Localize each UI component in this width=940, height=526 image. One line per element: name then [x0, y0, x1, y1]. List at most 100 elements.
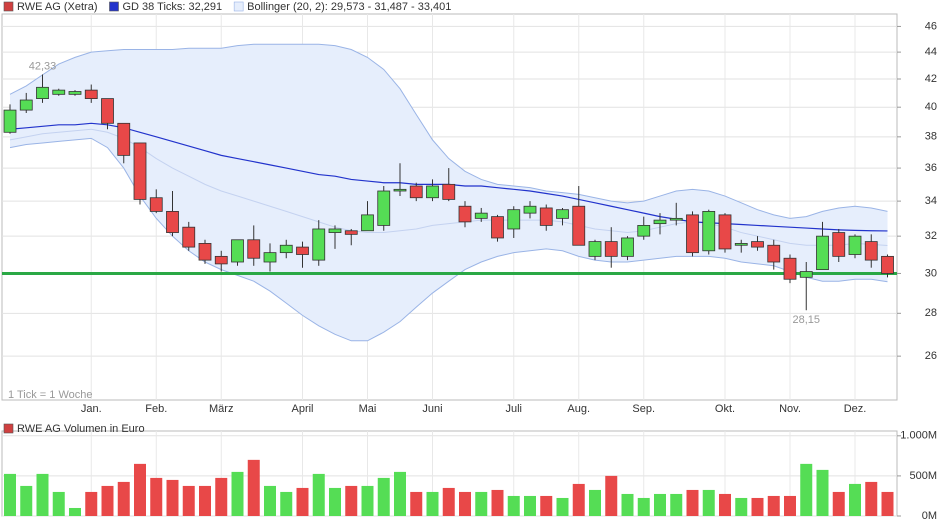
legend-label: Bollinger (20, 2): 29,573 - 31,487 - 33,… [247, 1, 451, 13]
volume-bar [865, 481, 878, 516]
y-tick-label: 34 [925, 195, 937, 207]
legend-swatch [3, 423, 14, 434]
volume-bar [767, 495, 780, 516]
y-tick-label: 500M [909, 470, 937, 482]
x-tick-label: Mai [359, 403, 377, 415]
candle-body [734, 243, 748, 246]
volume-bar [702, 489, 715, 516]
candle-body [101, 98, 114, 124]
y-tick-label: 42 [925, 73, 937, 85]
candle-body [816, 235, 829, 271]
candle-body [296, 246, 309, 255]
candle-body [361, 214, 374, 232]
volume-bar [556, 497, 569, 516]
candle-body [718, 214, 732, 250]
candle-body [621, 237, 634, 257]
candle-body [84, 89, 98, 99]
x-tick-label: Okt. [715, 403, 735, 415]
volume-bar [605, 475, 618, 516]
volume-bar [150, 477, 163, 516]
x-tick-label: März [209, 403, 233, 415]
volume-bar [345, 485, 358, 516]
candle-body [3, 109, 17, 133]
x-tick-label: Feb. [145, 403, 167, 415]
volume-bar [735, 497, 748, 516]
volume-bar [134, 463, 146, 516]
y-tick-label: 44 [925, 46, 937, 58]
candle-body [588, 241, 602, 257]
candle-body [36, 86, 49, 99]
volume-bar [361, 485, 374, 516]
candle-body [442, 183, 456, 200]
candle-body [669, 217, 683, 221]
candle-body [166, 211, 179, 233]
volume-bar [199, 485, 211, 516]
candle-body [312, 228, 326, 261]
y-tick-label: 46 [925, 20, 937, 32]
volume-bar [589, 489, 601, 516]
candle-body [377, 190, 391, 226]
candle-body [117, 122, 131, 156]
x-tick-label: Jan. [81, 403, 102, 415]
candle-body [68, 91, 82, 95]
volume-bar [377, 477, 390, 516]
y-tick-label: 1.000M [900, 430, 937, 442]
y-tick-label: 28 [925, 307, 937, 319]
volume-bar [182, 485, 195, 516]
bollinger-upper [9, 43, 888, 219]
candle-body [848, 235, 862, 255]
legend-label: GD 38 Ticks: 32,291 [122, 1, 222, 13]
x-tick-label: April [291, 403, 313, 415]
candle-body [539, 207, 553, 226]
volume-bar [280, 491, 293, 516]
x-tick-label: Juli [505, 403, 522, 415]
volume-bar [166, 479, 179, 516]
y-tick-label: 32 [925, 230, 937, 242]
y-tick-label: 38 [925, 131, 937, 143]
candle-body [149, 197, 163, 212]
candle-body [344, 230, 358, 235]
volume-bar [832, 491, 845, 516]
volume-bar [816, 469, 829, 516]
y-tick-label: 0M [922, 510, 937, 522]
legend-swatch [3, 1, 14, 12]
candle-body [409, 185, 423, 199]
volume-bar [20, 485, 33, 516]
bollinger-middle [9, 128, 888, 246]
candle-body [182, 226, 196, 248]
volume-bar [784, 495, 796, 516]
volume-bar [215, 477, 228, 516]
candle-body [133, 142, 147, 200]
y-tick-label: 26 [925, 350, 937, 362]
volume-bar [475, 491, 488, 516]
volume-bar [426, 491, 439, 516]
y-tick-label: 40 [925, 101, 937, 113]
x-tick-label: Dez. [844, 403, 867, 415]
candle-body [491, 216, 504, 239]
volume-bar [36, 473, 49, 516]
x-tick-label: Sep. [632, 403, 655, 415]
candle-body [686, 214, 699, 254]
note: 1 Tick = 1 Woche [8, 389, 92, 401]
candle-body [279, 244, 293, 254]
legend-label: RWE AG (Xetra) [17, 1, 97, 13]
volume-bar [800, 463, 813, 516]
volume-bar [751, 497, 764, 516]
candle-body [474, 212, 488, 219]
candle-body [604, 241, 618, 257]
volume-bar [247, 459, 260, 516]
volume-bar [69, 507, 81, 516]
volume-bar [442, 487, 455, 516]
candle-body [864, 241, 878, 261]
candle-body [214, 255, 228, 265]
candle-body [198, 243, 212, 261]
panel-title: RWE AG Volumen in Euro [17, 423, 145, 435]
candle-body [426, 185, 439, 199]
candle-body [247, 239, 261, 259]
value-label: 42,33 [29, 60, 57, 72]
candle-body [832, 232, 846, 257]
value-label: 28,15 [792, 314, 820, 326]
volume-bar [312, 473, 325, 516]
volume-bar [524, 495, 536, 516]
volume-bar [264, 485, 276, 516]
